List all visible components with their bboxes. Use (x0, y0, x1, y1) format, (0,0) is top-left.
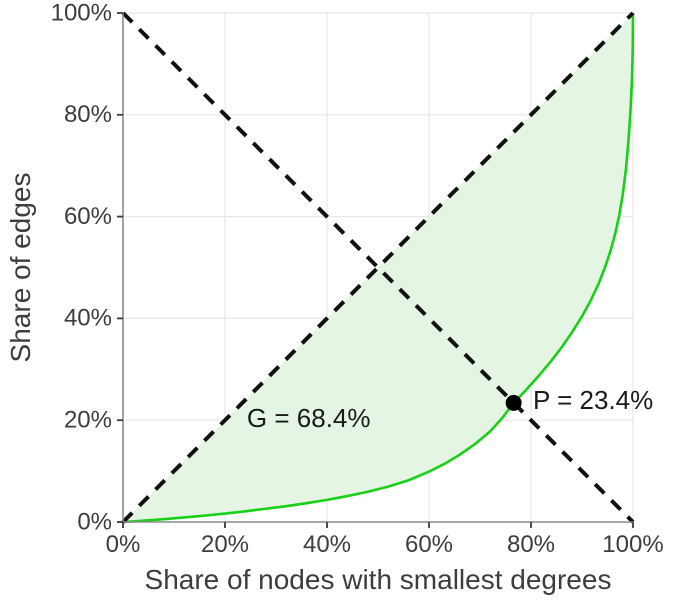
lorenz-curve-line (122, 12, 635, 524)
x-tick-label: 100% (602, 531, 663, 558)
pivot-label: P = 23.4% (533, 385, 653, 415)
y-tick-label: 60% (64, 203, 112, 230)
y-axis-title: Share of edges (5, 173, 36, 363)
gini-label: G = 68.4% (247, 403, 371, 433)
x-tick-label: 60% (405, 531, 453, 558)
y-tick-label: 0% (77, 508, 112, 535)
y-tick-label: 80% (64, 101, 112, 128)
x-tick-label: 40% (303, 531, 351, 558)
x-tick-label: 80% (507, 531, 555, 558)
x-tick-label: 0% (106, 531, 141, 558)
y-tick-label: 100% (51, 0, 112, 26)
x-tick-label: 20% (201, 531, 249, 558)
equality-diagonal-line (121, 11, 635, 524)
pivot-point-dot (505, 394, 522, 411)
anti-diagonal-line (121, 11, 635, 524)
x-axis-title: Share of nodes with smallest degrees (145, 564, 612, 595)
y-tick-label: 40% (64, 305, 112, 332)
y-tick-label: 20% (64, 407, 112, 434)
